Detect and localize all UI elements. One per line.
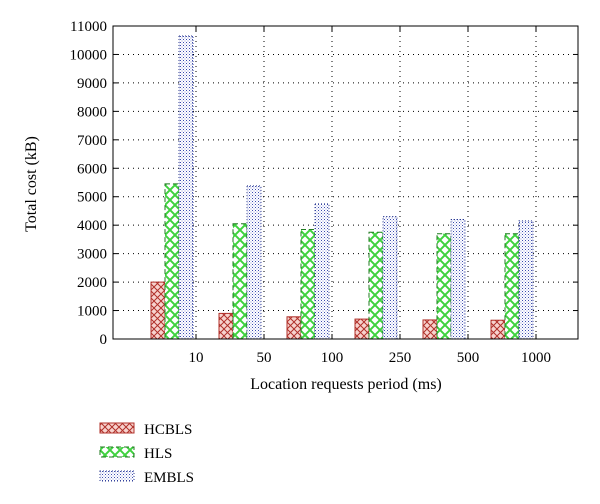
grid-lines [113,26,578,339]
legend-swatch-hls [99,446,135,458]
x-tick-label: 10 [189,350,204,366]
bar-hls-100 [300,228,316,340]
x-tick-label: 1000 [521,350,551,366]
y-tick-label: 11000 [70,19,107,35]
axes [112,25,579,340]
x-axis-title: Location requests period (ms) [250,376,442,393]
y-tick-label: 10000 [70,47,108,63]
bar-hls-50 [232,223,248,340]
y-tick-label: 2000 [77,275,107,291]
y-tick-label: 7000 [77,133,107,149]
bar-hls-250 [368,231,384,340]
y-tick-label: 3000 [77,247,107,263]
bar-hcbls-10 [150,281,166,340]
x-tick-label: 100 [321,350,344,366]
bar-hcbls-250 [354,318,370,340]
bar-embls-100 [314,203,330,340]
bar-embls-50 [246,185,262,340]
legend: HCBLS HLS EMBLS [99,422,194,486]
legend-swatch-embls [99,470,135,482]
bar-hcbls-1000 [490,319,506,340]
x-tick-label: 500 [457,350,480,366]
y-tick-label: 9000 [77,76,107,92]
y-tick-label: 8000 [77,104,107,120]
y-tick-label: 4000 [77,218,107,234]
bar-hls-10 [164,183,180,340]
legend-swatch-hcbls [99,422,135,434]
y-tick-label: 0 [100,332,108,348]
legend-label-hls: HLS [144,446,172,462]
plot-frame [112,25,579,340]
bar-embls-1000 [518,220,534,340]
x-tick-label: 250 [389,350,412,366]
tick-labels: 0 1000 2000 3000 4000 5000 6000 7000 8000 9000 100… [70,19,552,366]
legend-label-hcbls: HCBLS [144,422,192,438]
bar-embls-250 [382,216,398,340]
y-tick-label: 6000 [77,161,107,177]
bar-hls-500 [436,233,452,340]
y-tick-label: 5000 [77,190,107,206]
x-tick-label: 50 [257,350,272,366]
bar-hcbls-100 [286,316,302,340]
legend-label-embls: EMBLS [144,470,194,486]
bar-hls-1000 [504,233,520,340]
y-tick-label: 1000 [77,304,107,320]
bar-embls-10 [178,35,194,340]
bar-hcbls-50 [218,312,234,340]
bar-hcbls-500 [422,319,438,340]
y-axis-title: Total cost (kB) [23,136,40,232]
bar-embls-500 [450,218,466,340]
bars [150,35,534,340]
